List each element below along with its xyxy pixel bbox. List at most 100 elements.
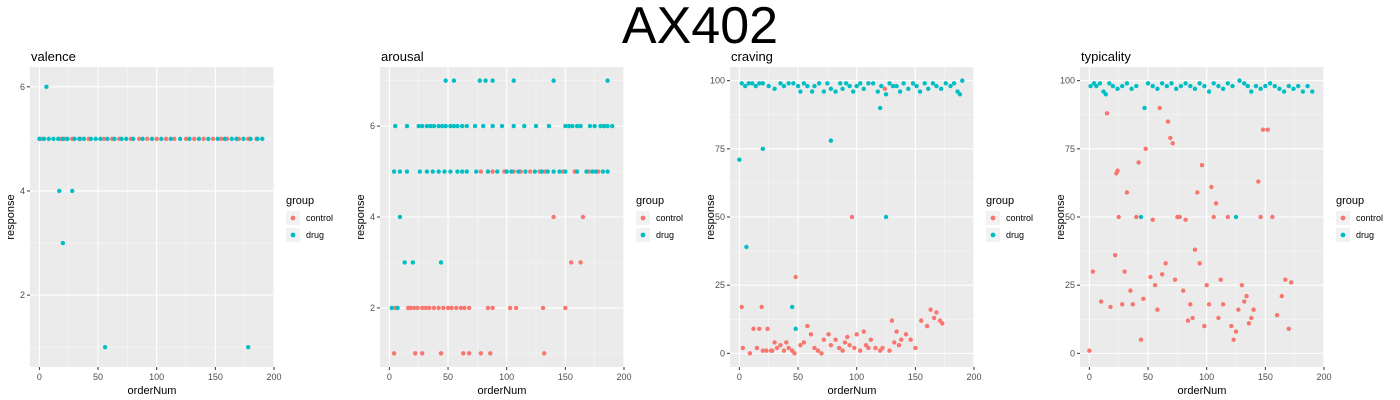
data-point-control xyxy=(854,332,859,337)
data-point-drug xyxy=(801,81,807,86)
data-point-drug xyxy=(1211,81,1216,86)
legend-marker-drug xyxy=(640,232,646,238)
data-point-drug xyxy=(260,136,265,142)
data-point-control xyxy=(569,260,574,265)
data-point-drug xyxy=(102,345,108,350)
data-point-drug xyxy=(960,78,965,83)
data-point-drug xyxy=(828,138,834,143)
legend-marker-drug xyxy=(290,232,296,238)
data-point-drug xyxy=(410,260,416,265)
data-point-drug xyxy=(477,78,482,83)
data-point-drug xyxy=(875,89,881,94)
y-tick-label: 6 xyxy=(370,121,375,131)
data-point-control xyxy=(1265,127,1270,132)
x-axis-label: orderNum xyxy=(478,385,527,397)
data-point-drug xyxy=(539,169,545,174)
data-point-drug xyxy=(957,92,963,97)
data-point-drug xyxy=(1242,81,1247,86)
data-point-control xyxy=(490,169,495,174)
data-point-control xyxy=(1155,307,1160,312)
data-point-control xyxy=(751,326,756,332)
data-point-drug xyxy=(1159,81,1165,86)
data-point-control xyxy=(908,337,913,342)
data-point-control xyxy=(578,260,583,265)
data-point-drug xyxy=(1286,83,1292,89)
data-point-drug xyxy=(590,169,595,174)
data-point-control xyxy=(882,86,888,92)
data-point-drug xyxy=(1310,89,1315,94)
data-point-control xyxy=(192,136,197,142)
y-tick-label: 50 xyxy=(1065,212,1075,222)
x-tick-label: 50 xyxy=(793,372,803,382)
data-point-drug xyxy=(391,169,397,174)
legend-marker-control xyxy=(990,215,996,221)
data-point-drug xyxy=(897,89,903,94)
data-point-control xyxy=(454,305,459,311)
series-control xyxy=(739,86,945,356)
data-point-control xyxy=(868,337,873,342)
data-point-drug xyxy=(72,136,77,142)
data-point-control xyxy=(461,351,466,356)
data-point-control xyxy=(1225,214,1231,220)
data-point-drug xyxy=(168,136,173,142)
data-point-drug xyxy=(1245,83,1250,89)
data-point-control xyxy=(836,345,842,351)
data-point-drug xyxy=(840,86,845,92)
data-point-drug xyxy=(766,83,771,89)
data-point-control xyxy=(1260,127,1266,132)
data-point-control xyxy=(458,305,464,311)
data-point-control xyxy=(1279,293,1284,299)
data-point-drug xyxy=(1220,86,1226,92)
data-point-drug xyxy=(1291,86,1296,92)
data-point-control xyxy=(792,351,797,356)
data-point-control xyxy=(928,307,933,312)
data-point-drug xyxy=(483,78,488,83)
data-point-control xyxy=(1116,214,1121,220)
data-point-control xyxy=(1239,282,1245,288)
data-point-drug xyxy=(566,123,572,129)
data-point-drug xyxy=(843,81,849,86)
data-point-drug xyxy=(1258,86,1263,92)
data-point-control xyxy=(466,305,472,311)
data-point-control xyxy=(136,136,142,142)
data-point-control xyxy=(842,340,848,345)
data-point-control xyxy=(896,342,902,348)
data-point-control xyxy=(764,348,769,353)
data-point-control xyxy=(1157,105,1162,111)
data-point-drug xyxy=(894,83,899,89)
data-point-drug xyxy=(51,136,56,142)
data-point-control xyxy=(441,305,446,311)
data-point-control xyxy=(1130,302,1135,307)
data-point-control xyxy=(1090,269,1096,274)
data-point-drug xyxy=(1253,83,1259,89)
data-point-control xyxy=(391,351,397,356)
data-point-control xyxy=(1165,119,1171,124)
y-tick-label: 100 xyxy=(710,76,725,86)
data-point-control xyxy=(154,136,159,142)
data-point-control xyxy=(861,329,866,334)
data-point-drug xyxy=(1272,83,1277,89)
data-point-control xyxy=(488,351,493,356)
chart-svg-craving: craving 0 50 100 150 200 0 25 50 75 100 orderNum res… xyxy=(705,49,1033,397)
data-point-drug xyxy=(448,169,453,174)
data-point-drug xyxy=(420,123,425,129)
y-tick-label: 2 xyxy=(370,303,375,313)
data-point-control xyxy=(580,214,586,220)
data-point-control xyxy=(1150,217,1155,222)
data-point-control xyxy=(778,342,783,348)
data-point-control xyxy=(449,305,454,311)
data-point-drug xyxy=(215,136,220,142)
data-point-control xyxy=(747,351,753,356)
y-tick-label: 0 xyxy=(720,348,725,358)
data-point-drug xyxy=(1188,83,1193,89)
legend-label-control: control xyxy=(306,213,333,223)
data-point-drug xyxy=(877,105,883,111)
data-point-drug xyxy=(563,123,568,129)
data-point-drug xyxy=(438,260,444,265)
data-point-control xyxy=(757,326,762,332)
data-point-drug xyxy=(81,136,87,142)
data-point-drug xyxy=(551,78,556,83)
legend-title: group xyxy=(636,195,664,207)
data-point-drug xyxy=(397,169,403,174)
chart-panel-craving: craving 0 50 100 150 200 0 25 50 75 100 orderNum res… xyxy=(700,44,1050,400)
